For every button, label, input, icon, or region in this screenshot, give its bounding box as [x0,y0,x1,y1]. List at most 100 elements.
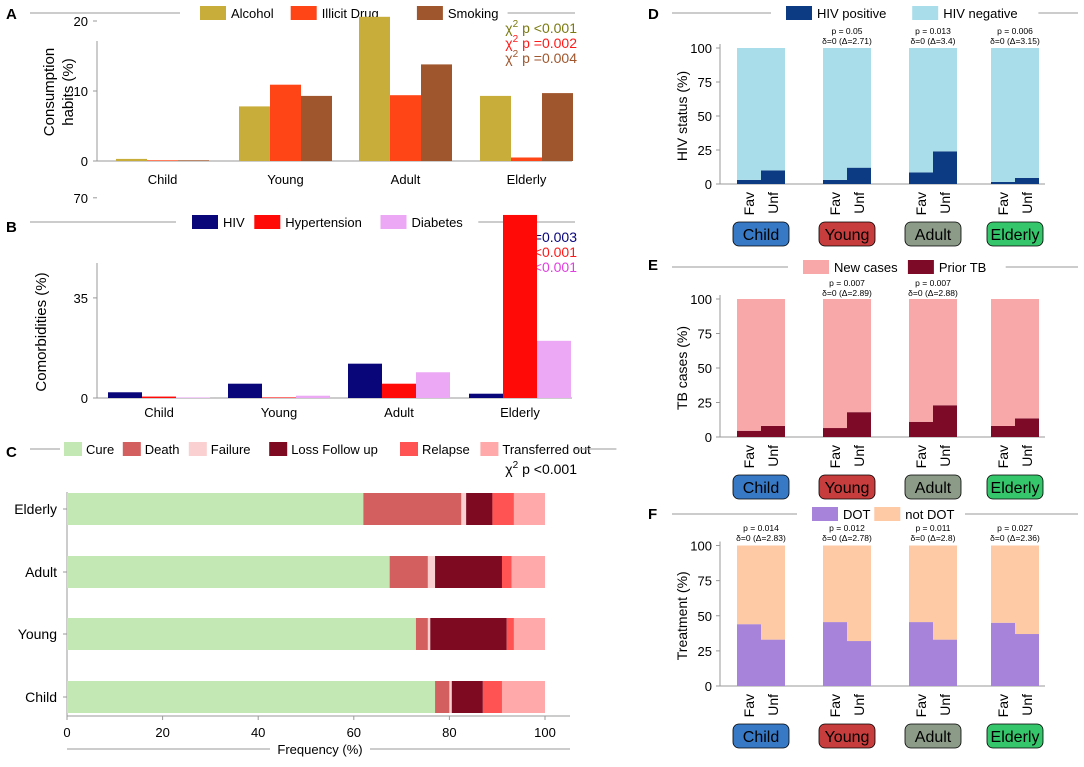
legend-f-label: not DOT [905,507,954,522]
bar-c [415,618,428,650]
bar-a [239,106,270,161]
bar-a [542,93,573,161]
annotation-delta: δ=0 (Δ=3.15) [990,36,1040,46]
y-tick-label: 25 [698,644,712,659]
x-tick-label: Unf [765,445,781,467]
annotation-p: p = 0.011 [915,523,950,533]
legend-a-label: Alcohol [231,6,274,21]
y-tick-label: 50 [698,609,712,624]
x-tick-label: Unf [851,694,867,716]
bar-b [142,396,176,398]
legend-b-label: Diabetes [412,215,464,230]
y-tick-label: 0 [705,177,712,192]
bar-d [933,151,957,184]
bar-c [427,556,436,588]
group-badge [732,723,790,749]
group-badge-label: Elderly [991,227,1040,244]
legend-c-label: Cure [86,442,114,457]
bar-b [382,383,416,398]
bar-e [761,299,785,426]
y-tick-label: 0 [705,430,712,445]
stat-a: χ2 p =0.004 [505,49,577,66]
group-badge-label: Adult [915,729,952,746]
y-axis-label: habits (%) [60,58,77,126]
group-badge [818,474,876,500]
group-badge-label: Adult [915,480,952,497]
group-badge [986,221,1044,247]
legend-c-swatch [400,442,418,456]
bar-f [737,545,761,625]
bar-b [537,340,571,398]
legend-b-swatch [380,215,407,229]
bar-f [909,622,933,686]
bar-c [513,493,545,525]
bar-f [909,545,933,623]
x-tick-label: Unf [851,192,867,214]
y-tick-label: 100 [690,41,712,56]
x-tick-label: Fav [827,694,843,717]
legend-c-swatch [480,442,499,456]
bar-c [363,493,462,525]
legend-e-label: Prior TB [939,260,986,275]
legend-c-label: Death [145,442,180,457]
bar-f [1015,634,1039,686]
bar-a [147,160,178,161]
bar-d [991,181,1015,184]
legend-a-swatch [200,6,226,20]
y-tick-label: 100 [690,539,712,554]
y-tick-label: 70 [74,191,88,206]
annotation-p: p = 0.013 [915,26,951,36]
stat-a: χ2 p =0.002 [505,34,577,51]
bar-d [761,48,785,171]
bar-f [737,624,761,686]
group-badge-label: Young [825,729,870,746]
bar-b [416,372,450,398]
x-tick-label: Fav [827,445,843,468]
x-tick-label: Elderly [500,405,540,420]
annotation-delta: δ=0 (Δ=2.71) [822,36,872,46]
bar-c [466,493,493,525]
bar-a [178,160,209,161]
bar-a [511,157,542,161]
bar-f [847,545,871,642]
bar-e [737,299,761,431]
bar-b [108,392,142,398]
y-tick-label: Child [25,689,57,705]
y-tick-label: 20 [74,14,88,29]
legend-b-label: HIV [223,215,245,230]
bar-e [847,299,871,413]
y-tick-label: Adult [25,564,57,580]
group-badge-label: Young [825,227,870,244]
legend-d-label: HIV positive [817,6,886,21]
bar-c [449,681,452,713]
y-tick-label: 0 [81,154,88,169]
y-tick-label: 25 [698,396,712,411]
bar-d [909,172,933,184]
bar-e [933,299,957,406]
x-tick-label: 20 [155,725,169,740]
annotation-p: p = 0.006 [997,26,1033,36]
bar-e [933,405,957,437]
legend-c-label: Relapse [422,442,470,457]
group-badge [732,221,790,247]
bar-a [359,16,390,161]
bar-b [296,395,330,398]
y-tick-label: 75 [698,327,712,342]
x-tick-label: Unf [765,192,781,214]
x-tick-label: 0 [63,725,70,740]
x-axis-label: Frequency (%) [277,742,362,757]
y-axis-label: Treatment (%) [674,571,690,660]
panel-label: F [648,506,657,523]
x-tick-label: Fav [913,445,929,468]
x-tick-label: Unf [1019,192,1035,214]
x-tick-label: Fav [913,192,929,215]
bar-f [823,622,847,686]
bar-d [847,167,871,184]
bar-c [451,681,483,713]
group-badge-label: Child [743,729,779,746]
bar-d [761,170,785,184]
legend-d-label: HIV negative [943,6,1017,21]
x-tick-label: Unf [937,694,953,716]
legend-c-swatch [188,442,207,456]
bar-e [1015,418,1039,437]
